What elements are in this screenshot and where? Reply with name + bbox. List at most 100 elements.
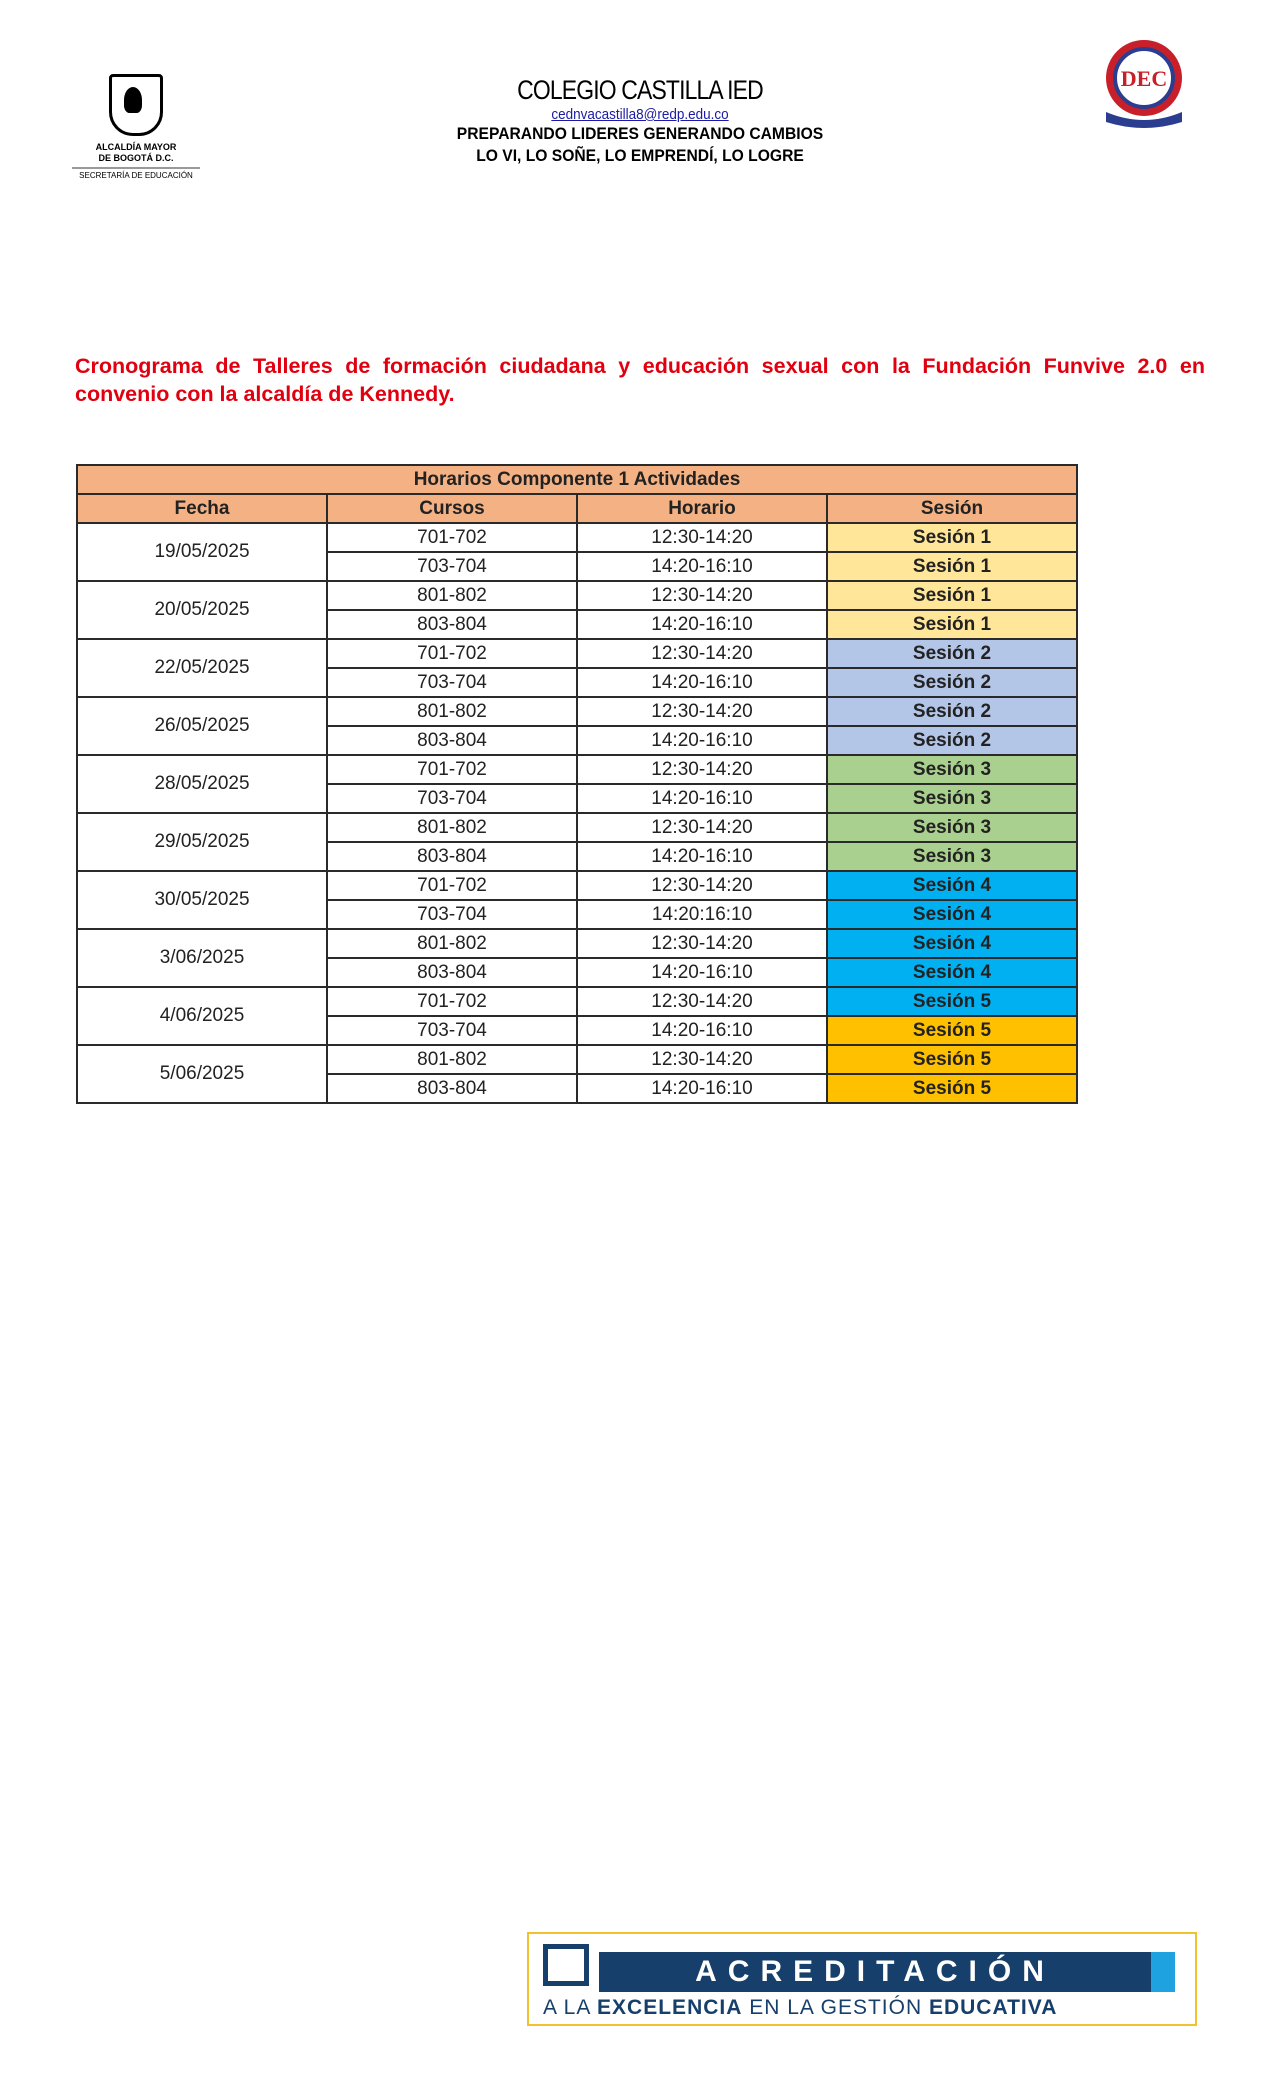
sesion-cell: Sesión 4 [826, 899, 1078, 930]
sesion-cell: Sesión 3 [826, 754, 1078, 785]
sesion-cell: Sesión 2 [826, 638, 1078, 669]
table-row: 22/05/2025 701-702 12:30-14:20 Sesión 2 [76, 638, 1078, 698]
date-cell: 22/05/2025 [76, 638, 328, 698]
cursos-cell: 701-702 [326, 522, 578, 553]
document-title: Cronograma de Talleres de formación ciud… [75, 354, 1205, 406]
badge-subtitle-part: A LA [543, 1996, 598, 2019]
date-cell: 3/06/2025 [76, 928, 328, 988]
horario-cell: 14:20-16:10 [576, 783, 828, 814]
date-cell: 30/05/2025 [76, 870, 328, 930]
horario-cell: 12:30-14:20 [576, 870, 828, 901]
table-row: 803-804 14:20-16:10 Sesión 4 [77, 957, 1078, 988]
column-header: Sesión [826, 493, 1078, 524]
cursos-cell: 701-702 [326, 754, 578, 785]
table-row: 703-704 14:20-16:10 Sesión 1 [77, 551, 1078, 582]
cursos-cell: 801-802 [326, 812, 578, 843]
table-row: 3/06/2025 801-802 12:30-14:20 Sesión 4 [76, 928, 1078, 988]
horario-cell: 12:30-14:20 [576, 754, 828, 785]
logo-line: DE BOGOTÁ D.C. [98, 153, 174, 163]
sesion-cell: Sesión 4 [826, 928, 1078, 959]
horario-cell: 12:30-14:20 [576, 812, 828, 843]
sesion-cell: Sesión 1 [826, 580, 1078, 611]
badge-subtitle: A LA EXCELENCIA EN LA GESTIÓN EDUCATIVA [543, 1996, 1183, 2020]
sesion-cell: Sesión 5 [826, 986, 1078, 1017]
date-cell: 29/05/2025 [76, 812, 328, 872]
table-row: 703-704 14:20-16:10 Sesión 5 [77, 1015, 1078, 1046]
horario-cell: 14:20-16:10 [576, 725, 828, 756]
horario-cell: 14:20-16:10 [576, 957, 828, 988]
sesion-cell: Sesión 1 [826, 609, 1078, 640]
date-cell: 5/06/2025 [76, 1044, 328, 1104]
horario-cell: 14:20-16:10 [576, 551, 828, 582]
horario-cell: 12:30-14:20 [576, 522, 828, 553]
sesion-cell: Sesión 4 [826, 957, 1078, 988]
sesion-cell: Sesión 5 [826, 1044, 1078, 1075]
cursos-cell: 801-802 [326, 1044, 578, 1075]
table-row: 29/05/2025 801-802 12:30-14:20 Sesión 3 [76, 812, 1078, 872]
table-row: 803-804 14:20-16:10 Sesión 2 [77, 725, 1078, 756]
schedule-table: Horarios Componente 1 Actividades Fecha C… [76, 464, 1078, 1104]
date-cell: 19/05/2025 [76, 522, 328, 582]
horario-cell: 12:30-14:20 [576, 696, 828, 727]
horario-cell: 12:30-14:20 [576, 1044, 828, 1075]
date-cell: 20/05/2025 [76, 580, 328, 640]
cursos-cell: 703-704 [326, 551, 578, 582]
motto-line-2: LO VI, LO SOÑE, LO EMPRENDÍ, LO LOGRE [476, 146, 804, 165]
sesion-cell: Sesión 1 [826, 522, 1078, 553]
logo-line: ALCALDÍA MAYOR [95, 142, 177, 152]
date-cell: 28/05/2025 [76, 754, 328, 814]
cursos-cell: 803-804 [326, 1073, 578, 1104]
svg-text:DEC: DEC [1121, 66, 1167, 91]
horario-cell: 14:20:16:10 [576, 899, 828, 930]
badge-subtitle-part: EXCELENCIA [597, 1996, 743, 2019]
table-row: 803-804 14:20-16:10 Sesión 3 [77, 841, 1078, 872]
cursos-cell: 701-702 [326, 870, 578, 901]
cursos-cell: 703-704 [326, 1015, 578, 1046]
cursos-cell: 703-704 [326, 667, 578, 698]
horario-cell: 12:30-14:20 [576, 638, 828, 669]
horario-cell: 12:30-14:20 [576, 928, 828, 959]
cursos-cell: 701-702 [326, 638, 578, 669]
cursos-cell: 803-804 [326, 841, 578, 872]
table-row: 5/06/2025 801-802 12:30-14:20 Sesión 5 [76, 1044, 1078, 1104]
horario-cell: 14:20-16:10 [576, 1073, 828, 1104]
table-row: 803-804 14:20-16:10 Sesión 5 [77, 1073, 1078, 1104]
cursos-cell: 703-704 [326, 899, 578, 930]
horario-cell: 14:20-16:10 [576, 667, 828, 698]
horario-cell: 14:20-16:10 [576, 841, 828, 872]
sesion-cell: Sesión 5 [826, 1015, 1078, 1046]
table-row: 20/05/2025 801-802 12:30-14:20 Sesión 1 [76, 580, 1078, 640]
school-crest-logo: DEC [1106, 40, 1182, 128]
cursos-cell: 803-804 [326, 725, 578, 756]
table-caption: Horarios Componente 1 Actividades [76, 464, 1078, 495]
sesion-cell: Sesión 2 [826, 696, 1078, 727]
letterhead: COLEGIO CASTILLA IED cednvacastilla8@red… [340, 74, 940, 167]
acreditacion-badge: ACREDITACIÓN A LA EXCELENCIA EN LA GESTI… [527, 1932, 1197, 2026]
motto-line-1: PREPARANDO LIDERES GENERANDO CAMBIOS [456, 124, 824, 143]
horario-cell: 12:30-14:20 [576, 580, 828, 611]
bogota-shield-icon [109, 74, 163, 136]
cursos-cell: 801-802 [326, 696, 578, 727]
email-link[interactable]: cednvacastilla8@redp.edu.co [551, 106, 729, 123]
sesion-cell: Sesión 5 [826, 1073, 1078, 1104]
logo-line: SECRETARÍA DE EDUCACIÓN [72, 167, 200, 180]
horario-cell: 12:30-14:20 [576, 986, 828, 1017]
badge-subtitle-part: EDUCATIVA [928, 1996, 1058, 2019]
table-row: 703-704 14:20:16:10 Sesión 4 [77, 899, 1078, 930]
table-row: 19/05/2025 701-702 12:30-14:20 Sesión 1 [76, 522, 1078, 582]
table-row: 703-704 14:20-16:10 Sesión 2 [77, 667, 1078, 698]
cursos-cell: 801-802 [326, 580, 578, 611]
sesion-cell: Sesión 2 [826, 667, 1078, 698]
horario-cell: 14:20-16:10 [576, 609, 828, 640]
sesion-cell: Sesión 3 [826, 783, 1078, 814]
sesion-cell: Sesión 3 [826, 841, 1078, 872]
alcaldia-bogota-logo: ALCALDÍA MAYOR DE BOGOTÁ D.C. SECRETARÍA… [72, 74, 200, 180]
sesion-cell: Sesión 1 [826, 551, 1078, 582]
cursos-cell: 801-802 [326, 928, 578, 959]
horario-cell: 14:20-16:10 [576, 1015, 828, 1046]
table-row: 703-704 14:20-16:10 Sesión 3 [77, 783, 1078, 814]
cursos-cell: 803-804 [326, 957, 578, 988]
table-row: 30/05/2025 701-702 12:30-14:20 Sesión 4 [76, 870, 1078, 930]
table-row: 803-804 14:20-16:10 Sesión 1 [77, 609, 1078, 640]
badge-subtitle-part: EN LA GESTIÓN [742, 1996, 929, 2019]
